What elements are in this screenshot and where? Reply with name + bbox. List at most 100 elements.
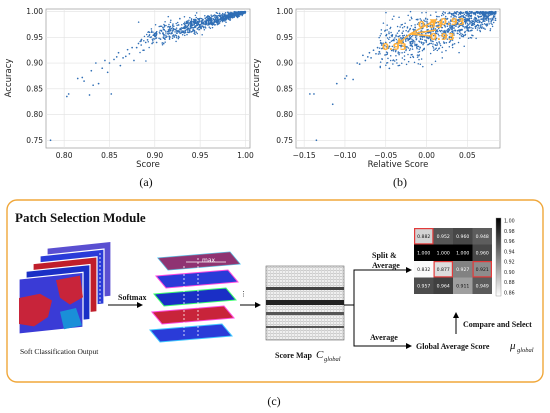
data-point [439,19,441,22]
matrix-cell [453,244,473,261]
data-point [163,28,165,31]
data-point [462,35,465,38]
data-point [434,60,437,63]
data-point [398,52,401,54]
data-point [476,19,479,22]
data-point [140,44,143,46]
data-point [418,50,421,53]
data-point [184,25,187,27]
data-point [459,31,461,33]
plot-b-annotation-3: 0.93 [382,42,407,53]
colorbar-tick-label: 0.88 [504,280,515,286]
plot-a-points [49,10,247,142]
data-point [381,58,383,61]
data-point [390,49,393,52]
data-point [168,23,170,26]
data-point [489,29,491,32]
data-point [218,22,221,24]
data-point [207,21,210,23]
data-point [491,18,494,20]
data-point [444,36,446,38]
data-point [406,26,409,28]
data-point [183,16,186,18]
data-point [481,23,484,26]
data-point [382,42,384,44]
data-point [421,23,423,25]
data-point [460,17,463,20]
data-point [163,42,165,45]
data-point [453,24,456,27]
data-point [335,82,338,85]
data-point [171,26,174,28]
patch-score-matrix: 0.882 0.952 0.960 0.948 1.000 1.000 1.000 0.960… [414,228,493,294]
data-point [210,23,212,25]
data-point [196,20,199,23]
data-point [137,42,140,45]
data-point [190,27,192,30]
data-point [176,24,178,27]
data-point [407,30,409,33]
data-point [468,26,471,28]
data-point [143,49,145,52]
data-point [183,26,186,29]
data-point [407,14,409,17]
data-point [168,32,171,35]
data-point [448,21,450,23]
data-point [403,45,405,48]
data-point [438,47,441,49]
data-point [362,54,364,57]
data-point [407,39,409,42]
data-point [494,15,496,17]
data-point [422,43,424,46]
data-point [490,22,492,24]
data-point [186,28,188,31]
data-point [437,21,440,24]
data-point [382,22,385,24]
data-point [435,25,438,27]
data-point [155,34,157,36]
data-point [409,28,411,31]
data-point [485,23,488,25]
data-point [450,28,452,30]
data-point [176,21,179,24]
data-point [442,21,445,23]
matrix-cell-value: 0.927 [456,267,469,273]
data-point [110,93,113,95]
data-point [216,18,218,20]
y-tick-label: 0.75 [276,136,293,145]
data-point [438,41,440,43]
data-point [131,46,133,49]
plot-b-x-ticks: −0.15 −0.10 −0.05 0.00 0.05 [293,151,476,160]
data-point [475,18,478,20]
data-point [163,34,165,37]
data-point [388,32,390,35]
data-point [382,44,385,46]
data-point [228,12,230,15]
x-tick-label: 1.00 [237,151,254,160]
data-point [466,15,468,17]
data-point [201,25,203,28]
data-point [203,29,206,31]
data-point [411,38,413,41]
data-point [414,43,416,45]
data-point [183,32,186,34]
data-point [411,45,413,47]
data-point [175,22,177,25]
data-point [434,48,436,51]
data-point [443,17,445,20]
data-point [481,27,483,29]
data-point [486,11,488,14]
data-point [192,26,195,29]
data-point [438,34,440,37]
data-point [468,30,470,32]
data-point [244,11,246,14]
data-point [221,12,224,15]
data-point [209,27,212,29]
data-point [152,39,154,42]
data-point [66,95,68,98]
data-point [388,31,390,33]
matrix-cell-highlight [472,261,493,278]
data-point [449,12,451,15]
data-point [385,64,387,67]
data-point [429,14,432,16]
